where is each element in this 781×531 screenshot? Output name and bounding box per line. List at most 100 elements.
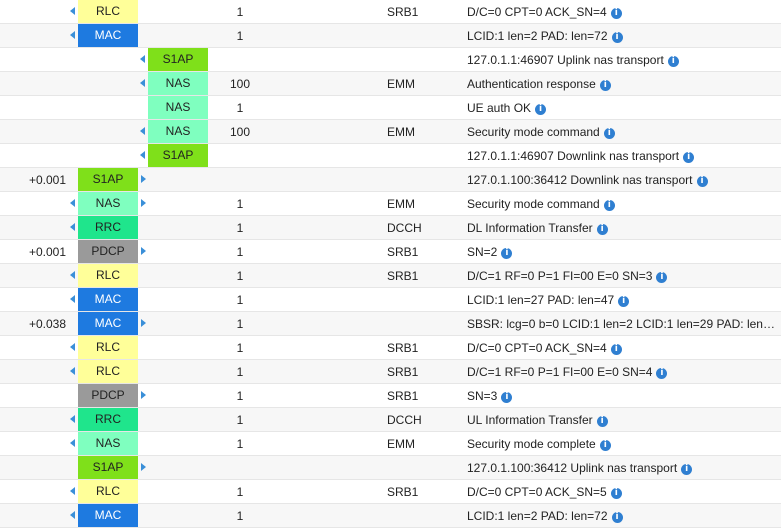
info-icon[interactable]: i xyxy=(611,32,623,43)
message-cell: 127.0.1.1:46907 Downlink nas transport i xyxy=(467,144,695,168)
log-row[interactable]: RRC 1 DCCH DL Information Transfer i xyxy=(0,216,781,240)
log-row[interactable]: S1AP 127.0.1.100:36412 Uplink nas transpo… xyxy=(0,456,781,480)
arrow-left-icon xyxy=(70,367,75,375)
info-icon[interactable]: i xyxy=(618,296,630,307)
message-cell: D/C=0 CPT=0 ACK_SN=5 i xyxy=(467,480,622,504)
log-row[interactable]: +0.001 PDCP 1 SRB1 SN=2 i xyxy=(0,240,781,264)
arrow-left-icon xyxy=(140,127,145,135)
count-cell: 100 xyxy=(229,77,251,91)
timestamp: +0.001 xyxy=(28,245,66,259)
channel-cell: SRB1 xyxy=(387,245,419,259)
message-text: D/C=0 CPT=0 ACK_SN=4 xyxy=(467,5,607,19)
channel-cell: EMM xyxy=(387,77,415,91)
log-row[interactable]: NAS 1 EMM Security mode command i xyxy=(0,192,781,216)
message-cell: D/C=1 RF=0 P=1 FI=00 E=0 SN=3 i xyxy=(467,264,668,288)
layer-badge: S1AP xyxy=(148,144,208,167)
info-icon[interactable]: i xyxy=(610,488,622,499)
timestamp xyxy=(0,0,66,24)
timestamp xyxy=(0,144,66,168)
info-icon[interactable]: i xyxy=(696,176,708,187)
info-icon[interactable]: i xyxy=(596,224,608,235)
count-cell: 1 xyxy=(236,365,244,379)
log-row[interactable]: PDCP 1 SRB1 SN=3 i xyxy=(0,384,781,408)
timestamp xyxy=(0,360,66,384)
log-row[interactable]: +0.038 MAC 1 SBSR: lcg=0 b=0 LCID:1 len=2 L… xyxy=(0,312,781,336)
message-cell: 127.0.1.100:36412 Downlink nas transport… xyxy=(467,168,708,192)
arrow-right-icon xyxy=(141,319,146,327)
arrow-left-icon xyxy=(70,7,75,15)
message-cell: Security mode command i xyxy=(467,120,615,144)
message-text: SBSR: lcg=0 b=0 LCID:1 len=2 LCID:1 len=… xyxy=(467,317,779,331)
log-row[interactable]: RLC 1 SRB1 D/C=1 RF=0 P=1 FI=00 E=0 SN=3 i xyxy=(0,264,781,288)
layer-badge: S1AP xyxy=(78,168,138,191)
arrow-left-icon xyxy=(70,343,75,351)
channel-cell: DCCH xyxy=(387,221,422,235)
log-row[interactable]: MAC 1 LCID:1 len=2 PAD: len=72 i xyxy=(0,504,781,528)
timestamp xyxy=(0,336,66,360)
channel-cell: SRB1 xyxy=(387,341,419,355)
message-text: Authentication response xyxy=(467,77,596,91)
message-cell: LCID:1 len=2 PAD: len=72 i xyxy=(467,504,623,528)
info-icon[interactable]: i xyxy=(610,344,622,355)
message-text: UE auth OK xyxy=(467,101,532,115)
log-row[interactable]: +0.001 S1AP 127.0.1.100:36412 Downlink nas… xyxy=(0,168,781,192)
info-icon[interactable]: i xyxy=(610,8,622,19)
log-row[interactable]: S1AP 127.0.1.1:46907 Downlink nas transpo… xyxy=(0,144,781,168)
log-row[interactable]: RLC 1 SRB1 D/C=0 CPT=0 ACK_SN=4 i xyxy=(0,336,781,360)
info-icon[interactable]: i xyxy=(656,272,668,283)
info-icon[interactable]: i xyxy=(656,368,668,379)
message-text: Security mode complete xyxy=(467,437,596,451)
log-row[interactable]: NAS 100 EMM Security mode command i xyxy=(0,120,781,144)
timestamp xyxy=(0,384,66,408)
message-cell: SN=2 i xyxy=(467,240,513,264)
log-row[interactable]: MAC 1 LCID:1 len=2 PAD: len=72 i xyxy=(0,24,781,48)
log-row[interactable]: MAC 1 LCID:1 len=27 PAD: len=47 i xyxy=(0,288,781,312)
log-row[interactable]: RLC 1 SRB1 D/C=0 CPT=0 ACK_SN=5 i xyxy=(0,480,781,504)
timestamp xyxy=(0,72,66,96)
log-row[interactable]: S1AP 127.0.1.1:46907 Uplink nas transport… xyxy=(0,48,781,72)
message-text: UL Information Transfer xyxy=(467,413,593,427)
log-row[interactable]: RRC 1 DCCH UL Information Transfer i xyxy=(0,408,781,432)
count-cell: 1 xyxy=(236,29,244,43)
timestamp xyxy=(0,408,66,432)
info-icon[interactable]: i xyxy=(535,104,547,115)
count-cell: 1 xyxy=(236,245,244,259)
message-cell: LCID:1 len=27 PAD: len=47 i xyxy=(467,288,630,312)
count-cell: 1 xyxy=(236,389,244,403)
timestamp: +0.001 xyxy=(28,173,66,187)
info-icon[interactable]: i xyxy=(683,152,695,163)
log-row[interactable]: RLC 1 SRB1 D/C=1 RF=0 P=1 FI=00 E=0 SN=4 i xyxy=(0,360,781,384)
log-row[interactable]: RLC 1 SRB1 D/C=0 CPT=0 ACK_SN=4 i xyxy=(0,0,781,24)
layer-badge: S1AP xyxy=(78,456,138,479)
arrow-left-icon xyxy=(70,31,75,39)
message-cell: D/C=0 CPT=0 ACK_SN=4 i xyxy=(467,336,622,360)
log-row[interactable]: NAS 1 EMM Security mode complete i xyxy=(0,432,781,456)
info-icon[interactable]: i xyxy=(611,512,623,523)
arrow-left-icon xyxy=(70,295,75,303)
info-icon[interactable]: i xyxy=(667,56,679,67)
message-cell: UL Information Transfer i xyxy=(467,408,608,432)
layer-badge: RLC xyxy=(78,336,138,359)
info-icon[interactable]: i xyxy=(501,392,513,403)
arrow-left-icon xyxy=(140,79,145,87)
message-text: DL Information Transfer xyxy=(467,221,593,235)
timestamp xyxy=(0,120,66,144)
log-row[interactable]: NAS 100 EMM Authentication response i xyxy=(0,72,781,96)
info-icon[interactable]: i xyxy=(603,200,615,211)
count-cell: 1 xyxy=(236,5,244,19)
info-icon[interactable]: i xyxy=(596,416,608,427)
info-icon[interactable]: i xyxy=(603,128,615,139)
count-cell: 1 xyxy=(236,437,244,451)
info-icon[interactable]: i xyxy=(599,440,611,451)
log-row[interactable]: NAS 1 UE auth OK i xyxy=(0,96,781,120)
info-icon[interactable]: i xyxy=(599,80,611,91)
info-icon[interactable]: i xyxy=(501,248,513,259)
message-cell: D/C=1 RF=0 P=1 FI=00 E=0 SN=4 i xyxy=(467,360,668,384)
message-cell: Authentication response i xyxy=(467,72,611,96)
info-icon[interactable]: i xyxy=(681,464,693,475)
count-cell xyxy=(210,48,270,72)
layer-badge: NAS xyxy=(78,432,138,455)
arrow-left-icon xyxy=(70,223,75,231)
arrow-left-icon xyxy=(70,487,75,495)
message-cell: LCID:1 len=2 PAD: len=72 i xyxy=(467,24,623,48)
